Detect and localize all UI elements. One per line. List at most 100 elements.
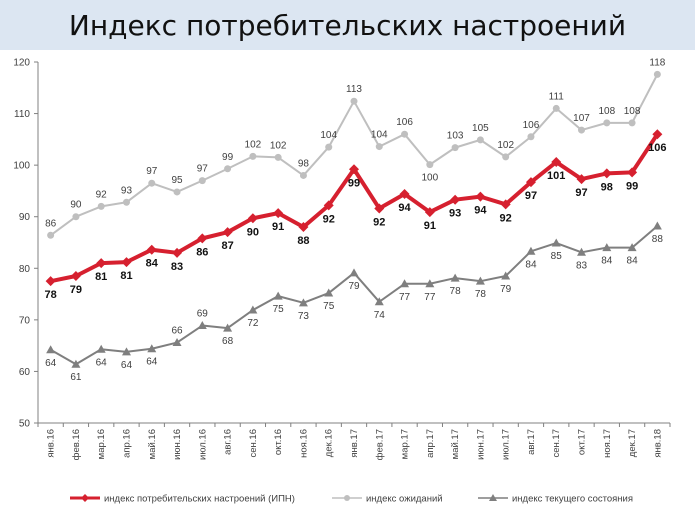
data-point — [576, 174, 587, 185]
data-point — [147, 344, 157, 353]
y-tick-label: 120 — [13, 58, 30, 69]
data-label: 73 — [298, 311, 310, 322]
data-label: 92 — [323, 213, 335, 225]
data-point — [222, 227, 233, 238]
y-tick-label: 90 — [19, 212, 31, 223]
data-point — [652, 221, 662, 230]
data-label: 97 — [197, 164, 209, 175]
x-tick-label: ноя.16 — [298, 429, 309, 458]
data-point — [197, 321, 207, 330]
data-label: 93 — [121, 185, 133, 196]
data-point — [146, 244, 157, 255]
data-label: 118 — [649, 57, 665, 68]
x-tick-label: июл.16 — [197, 429, 208, 460]
y-tick-label: 60 — [19, 367, 31, 378]
data-point — [299, 171, 307, 179]
legend-label: индекс ожиданий — [366, 494, 443, 505]
data-label: 101 — [547, 170, 565, 182]
data-point — [173, 188, 181, 196]
data-point — [274, 153, 282, 161]
data-label: 94 — [474, 205, 487, 217]
x-tick-label: июл.17 — [501, 429, 512, 460]
data-label: 90 — [247, 226, 259, 238]
data-point — [551, 157, 562, 168]
data-point — [249, 152, 257, 160]
data-point — [627, 243, 637, 252]
x-tick-label: сен.17 — [551, 429, 562, 458]
data-point — [375, 143, 383, 151]
data-point — [172, 338, 182, 347]
data-label: 99 — [626, 180, 638, 192]
data-label: 77 — [424, 292, 436, 303]
data-label: 108 — [624, 106, 641, 117]
data-point — [400, 279, 410, 288]
data-label: 69 — [197, 309, 209, 320]
data-label: 78 — [45, 289, 57, 301]
data-label: 92 — [96, 189, 108, 200]
data-label: 102 — [497, 140, 514, 151]
data-point — [374, 297, 384, 306]
x-tick-label: дек.16 — [324, 429, 335, 457]
data-point — [603, 119, 611, 127]
data-point — [652, 129, 663, 140]
x-tick-label: янв.18 — [652, 429, 663, 458]
data-point — [475, 276, 485, 285]
data-point — [374, 203, 385, 214]
data-point — [601, 168, 612, 179]
data-label: 113 — [346, 84, 362, 95]
data-label: 66 — [171, 326, 183, 337]
data-point — [552, 104, 560, 112]
data-point — [578, 126, 586, 134]
data-point — [72, 213, 80, 221]
data-point — [450, 194, 461, 205]
title-bar: Индекс потребительских настроений — [0, 0, 695, 50]
data-point — [247, 213, 258, 224]
data-point — [273, 291, 283, 300]
data-point — [628, 119, 636, 127]
data-point — [551, 238, 561, 247]
data-label: 81 — [95, 271, 107, 283]
data-label: 61 — [70, 372, 82, 383]
x-tick-label: ноя.17 — [602, 429, 613, 458]
data-point — [451, 144, 459, 152]
legend-label: индекс потребительских настроений (ИПН) — [104, 494, 295, 505]
data-point — [627, 167, 638, 178]
data-point — [500, 199, 511, 210]
data-point — [47, 231, 55, 239]
x-tick-label: сен.16 — [248, 429, 259, 458]
data-label: 95 — [171, 175, 183, 186]
data-label: 75 — [273, 304, 285, 315]
data-point — [450, 273, 460, 282]
x-tick-label: окт.16 — [273, 429, 284, 455]
data-label: 100 — [421, 173, 438, 184]
data-label: 107 — [573, 113, 590, 124]
data-label: 97 — [575, 187, 587, 199]
legend-marker — [81, 494, 89, 502]
data-label: 102 — [270, 140, 287, 151]
data-label: 79 — [70, 284, 82, 296]
data-point — [476, 136, 484, 144]
data-label: 99 — [348, 177, 360, 189]
data-point — [172, 247, 183, 258]
data-point — [298, 298, 308, 307]
x-tick-label: июн.17 — [475, 429, 486, 460]
data-point — [223, 323, 233, 332]
data-point — [653, 70, 661, 78]
x-tick-label: дек.17 — [627, 429, 638, 457]
data-label: 81 — [120, 270, 132, 282]
data-point — [198, 177, 206, 185]
x-tick-label: окт.17 — [577, 429, 588, 455]
data-label: 97 — [525, 190, 537, 202]
data-label: 87 — [221, 240, 233, 252]
data-label: 99 — [222, 152, 234, 163]
data-label: 105 — [472, 123, 489, 134]
data-point — [71, 359, 81, 368]
data-label: 64 — [45, 358, 57, 369]
series-line-3 — [50, 225, 659, 366]
data-label: 104 — [371, 130, 388, 141]
legend-marker — [489, 494, 497, 501]
data-label: 93 — [449, 208, 461, 220]
data-label: 102 — [245, 139, 262, 150]
data-label: 88 — [652, 234, 664, 245]
